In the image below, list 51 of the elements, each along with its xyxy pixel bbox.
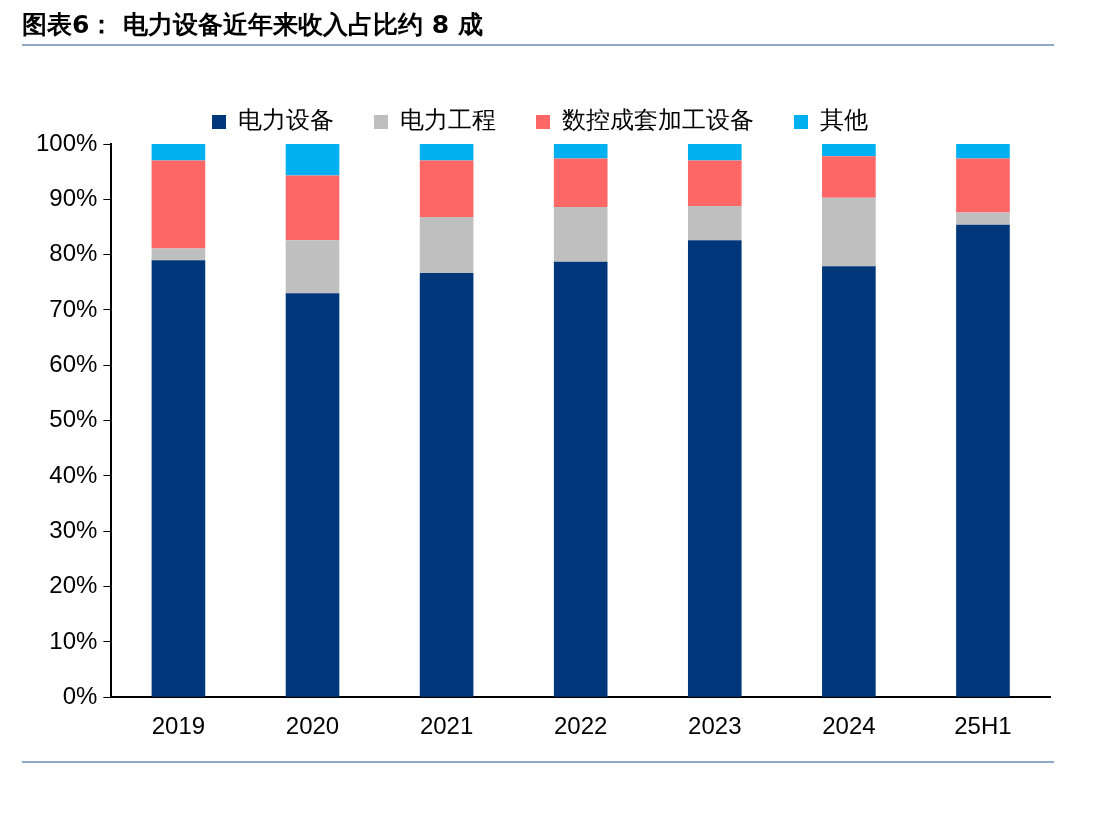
bar bbox=[956, 144, 1010, 159]
bar bbox=[687, 240, 742, 697]
y-tick-label: 100% bbox=[35, 128, 98, 156]
bar bbox=[822, 144, 876, 157]
bar bbox=[822, 266, 876, 697]
y-tick-label: 10% bbox=[49, 626, 98, 654]
y-tick-label: 20% bbox=[49, 571, 98, 599]
x-tick-label: 2020 bbox=[285, 712, 340, 740]
y-tick-label: 50% bbox=[49, 405, 98, 433]
bar bbox=[419, 272, 474, 697]
x-tick-label: 2019 bbox=[151, 712, 206, 740]
bar bbox=[956, 212, 1010, 225]
bar bbox=[553, 261, 608, 697]
bar bbox=[419, 217, 474, 273]
x-tick-label: 2021 bbox=[419, 712, 474, 740]
legend-label: 电力设备 bbox=[238, 106, 334, 135]
chart-title: 图表6： 电力设备近年来收入占比约 8 成 bbox=[22, 9, 483, 41]
bar bbox=[285, 240, 340, 294]
bar bbox=[151, 248, 206, 261]
y-tick-label: 30% bbox=[49, 515, 98, 543]
y-tick-label: 40% bbox=[49, 460, 98, 488]
bar bbox=[419, 160, 474, 218]
bar bbox=[687, 205, 742, 241]
bar bbox=[553, 158, 608, 208]
bar bbox=[151, 260, 206, 697]
bar bbox=[553, 207, 608, 262]
bar bbox=[285, 144, 340, 176]
bar bbox=[151, 160, 206, 249]
bar bbox=[151, 144, 206, 161]
legend-label: 数控成套加工设备 bbox=[562, 106, 754, 135]
x-tick-label: 2023 bbox=[688, 712, 742, 740]
y-tick-label: 0% bbox=[62, 681, 98, 709]
bar bbox=[285, 293, 340, 697]
bar bbox=[687, 144, 742, 161]
y-tick-label: 70% bbox=[49, 294, 98, 322]
bar bbox=[419, 144, 474, 161]
y-tick-label: 80% bbox=[49, 239, 98, 267]
bar bbox=[553, 144, 608, 159]
bar bbox=[687, 160, 742, 206]
x-tick-label: 2024 bbox=[822, 712, 876, 740]
bar bbox=[956, 224, 1010, 697]
bar bbox=[956, 158, 1010, 213]
legend-label: 电力工程 bbox=[400, 106, 496, 135]
y-tick-label: 60% bbox=[49, 349, 98, 377]
x-tick-label: 25H1 bbox=[954, 712, 1012, 740]
bar bbox=[822, 156, 876, 198]
y-tick-label: 90% bbox=[49, 183, 98, 211]
bar bbox=[285, 175, 340, 241]
x-tick-label: 2022 bbox=[554, 712, 608, 740]
legend-label: 其他 bbox=[820, 106, 868, 135]
bar bbox=[822, 197, 876, 267]
